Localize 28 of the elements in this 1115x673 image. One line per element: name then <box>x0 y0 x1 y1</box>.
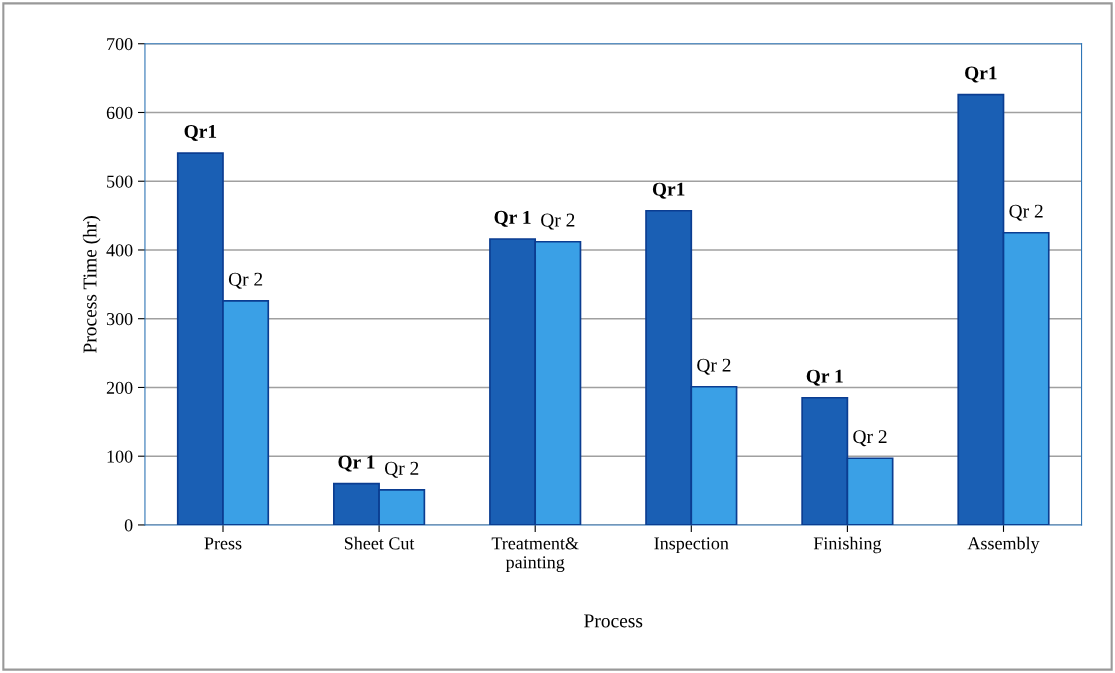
annotation: Qr 1 <box>338 455 375 472</box>
annotation: Qr1 <box>652 182 685 199</box>
x-axis-title: Process <box>584 614 643 628</box>
y-axis-title: Process Time (hr) <box>82 216 101 353</box>
x-tick-label: Press <box>204 537 242 550</box>
annotation: Qr 2 <box>541 213 575 230</box>
annotation: Qr 2 <box>697 358 731 375</box>
x-tick-label: Assembly <box>967 536 1040 554</box>
y-tick-label: 300 <box>106 312 133 326</box>
x-tick-label: Finishing <box>813 536 882 554</box>
y-tick-label: 500 <box>107 175 133 188</box>
annotation: Qr 2 <box>384 461 419 478</box>
x-tick-label: Treatment& painting <box>491 537 579 573</box>
annotation: Qr 1 <box>494 210 531 227</box>
y-tick-label: 400 <box>106 244 133 257</box>
annotation: Qr 2 <box>853 430 887 447</box>
x-tick-label: Inspection <box>654 537 729 554</box>
x-tick-label: Sheet Cut <box>344 536 415 550</box>
y-tick-label: 700 <box>107 38 133 51</box>
y-tick-label: 600 <box>106 106 133 119</box>
annotation: Qr 1 <box>806 369 843 386</box>
annotation: Qr1 <box>965 66 997 83</box>
annotation: Qr1 <box>184 124 217 141</box>
y-tick-label: 100 <box>107 450 133 463</box>
y-tick-label: 200 <box>106 381 133 394</box>
y-tick-label: 0 <box>124 519 133 532</box>
annotation: Qr 2 <box>228 272 263 289</box>
annotation: Qr 2 <box>1009 204 1043 221</box>
